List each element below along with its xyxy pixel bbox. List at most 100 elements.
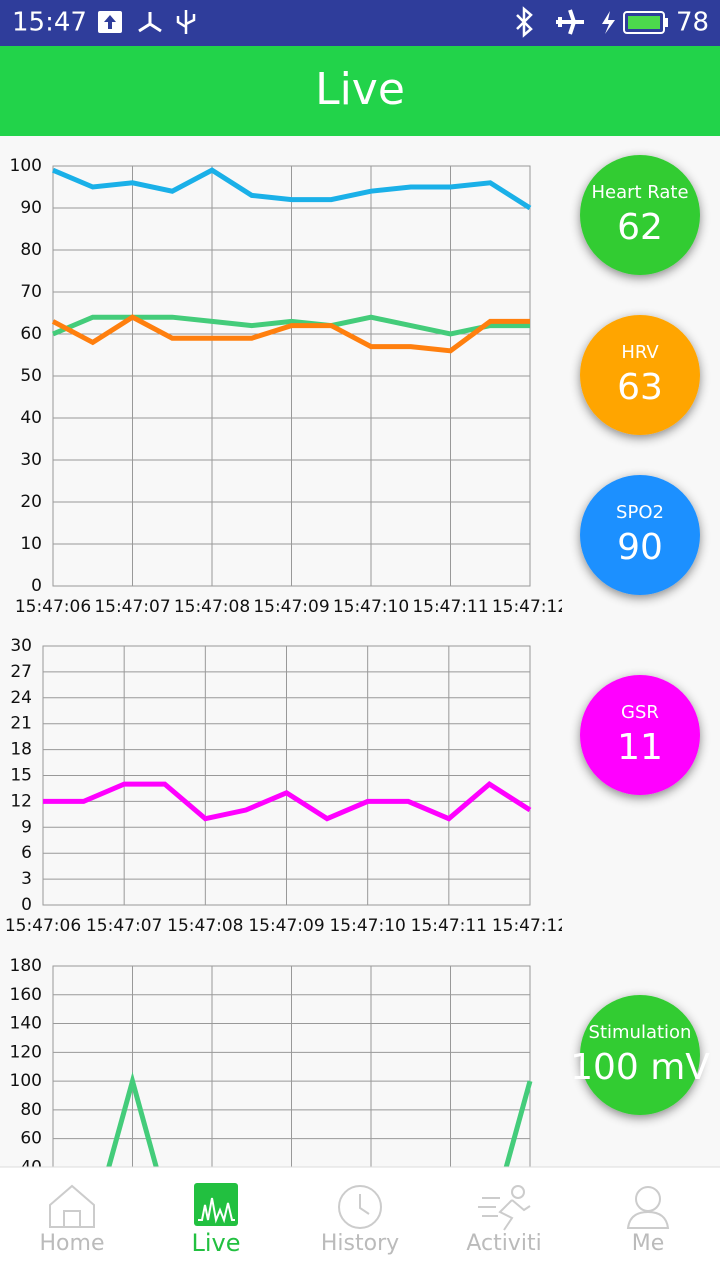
battery-icon [623,11,665,34]
activity-head [511,1185,525,1199]
y-tick-label: 120 [10,1042,42,1062]
x-tick-label: 15:47:08 [174,597,250,617]
history-icon [338,1185,382,1229]
y-tick-label: 80 [20,240,42,260]
activity-icon [478,1197,531,1231]
y-tick-label: 50 [20,366,42,386]
y-tick-label: 30 [20,450,42,470]
tile-value: 90 [617,527,663,568]
y-tick-label: 30 [10,636,32,656]
y-tick-label: 70 [20,282,42,302]
x-tick-label: 15:47:06 [15,597,91,617]
bottom-nav: Home Live History Activiti Me [0,1166,720,1280]
tile-label: GSR [621,702,659,723]
tile-label: HRV [621,342,659,363]
x-tick-label: 15:47:11 [411,916,487,936]
battery-tip [665,18,668,27]
y-tick-label: 15 [10,766,32,786]
history-hands [359,1194,370,1215]
y-tick-label: 6 [21,843,32,863]
charge-icon [602,11,615,34]
nav-background [0,1167,720,1280]
app-title: Live [315,64,405,115]
y-tick-label: 40 [20,1157,42,1177]
y-tick-label: 10 [20,534,42,554]
y-tick-label: 9 [21,817,32,837]
battery-percent: 78 [676,8,709,38]
x-tick-label: 15:47:07 [86,916,162,936]
series-line [106,1071,533,1167]
y-tick-label: 140 [10,1014,42,1034]
y-tick-label: 100 [10,1071,42,1091]
y-tick-label: 60 [20,1129,42,1149]
nav-label: History [321,1231,399,1256]
tiles: Heart Rate 62 HRV 63 SPO2 90 GSR 11 Stimulation 1… [570,155,710,1115]
me-body [626,1210,670,1229]
x-tick-label: 15:47:11 [412,597,488,617]
y-tick-label: 27 [10,662,32,682]
tile-label: Stimulation [589,1022,692,1043]
y-tick-label: 0 [21,895,32,915]
x-tick-label: 15:47:10 [329,916,405,936]
tile-circle [580,675,700,795]
nav-activity[interactable]: Activiti [466,1185,542,1256]
tile-circle [580,995,700,1115]
airplane-icon [556,9,584,35]
nav-live[interactable]: Live [191,1183,241,1257]
y-tick-label: 24 [10,688,32,708]
battery-level [628,16,660,29]
y-tick-label: 21 [10,714,32,734]
series-line [52,167,532,211]
tile-value: 62 [617,207,663,248]
nav-history[interactable]: History [321,1185,399,1256]
home-icon [49,1184,95,1228]
x-tick-label: 15:47:09 [248,916,324,936]
tile-circle [580,315,700,435]
nav-me[interactable]: Me [626,1186,670,1256]
series-line [51,314,530,354]
y-tick-label: 0 [31,576,42,596]
tile-circle [580,155,700,275]
y-tick-label: 60 [20,324,42,344]
upload-arrow [104,15,116,29]
status-time: 15:47 [12,8,87,38]
nav-label: Live [191,1229,240,1257]
x-tick-label: 15:47:12 [492,916,568,936]
y-tick-label: 180 [10,956,42,976]
tile-value: 63 [617,367,663,408]
usb-icon [176,10,196,34]
x-tick-label: 15:47:06 [5,916,81,936]
y-tick-label: 80 [20,1100,42,1120]
x-tick-label: 15:47:12 [492,597,568,617]
x-tick-label: 15:47:08 [167,916,243,936]
tile-value: 11 [617,727,663,768]
app-bar [0,46,720,136]
tile-label: SPO2 [616,502,664,523]
y-tick-label: 100 [10,156,42,176]
share-icon [138,12,162,33]
y-tick-label: 90 [20,198,42,218]
tile-circle [580,475,700,595]
nav-home[interactable]: Home [40,1184,105,1256]
y-tick-label: 160 [10,985,42,1005]
live-icon-wave [198,1197,235,1224]
y-tick-label: 40 [20,408,42,428]
x-tick-label: 15:47:07 [94,597,170,617]
x-tick-label: 15:47:09 [253,597,329,617]
tile-value: 100 mV [570,1047,710,1088]
y-tick-label: 3 [21,869,32,889]
y-tick-label: 18 [10,740,32,760]
series-line [43,781,532,822]
live-icon [194,1183,238,1226]
nav-label: Home [40,1231,105,1256]
y-tick-label: 12 [10,791,32,811]
bluetooth-icon [516,6,533,38]
tile-label: Heart Rate [591,182,688,203]
x-tick-label: 15:47:10 [333,597,409,617]
nav-label: Me [632,1231,665,1256]
nav-label: Activiti [466,1231,541,1256]
y-tick-label: 20 [20,492,42,512]
